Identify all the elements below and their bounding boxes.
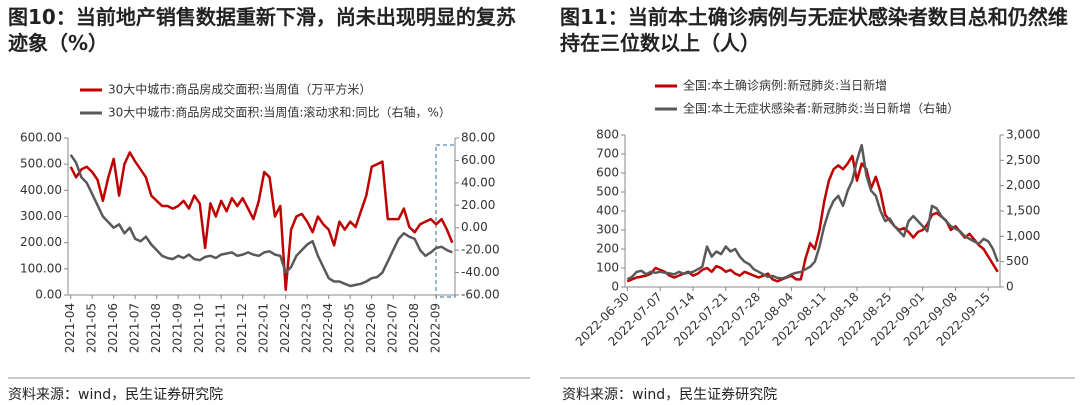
- y2-tick-label: 500: [1006, 254, 1029, 268]
- x-tick-label: 2021-04: [63, 303, 77, 353]
- chart-title: 图10：当前地产销售数据重新下滑，尚未出现明显的复苏迹象（%）: [8, 5, 516, 55]
- y-tick-label: 0: [611, 280, 619, 294]
- y-tick-label: 500: [596, 185, 619, 199]
- y-tick-label: 200.00: [20, 235, 62, 249]
- y2-tick-label: 1,000: [1006, 229, 1040, 243]
- legend-label: 全国:本土确诊病例:新冠肺炎:当日新增: [683, 78, 887, 93]
- x-tick-label: 2022-08: [407, 303, 421, 353]
- x-tick-label: 2022-06: [364, 303, 378, 353]
- x-tick-label: 2022-01: [257, 303, 271, 353]
- y-tick-label: 700: [596, 147, 619, 161]
- x-tick-label: 2021-10: [192, 303, 206, 353]
- x-tick-label: 2021-05: [85, 303, 99, 353]
- legend-label: 30大中城市:商品房成交面积:当周值:滚动求和:同比（右轴，%）: [108, 105, 451, 120]
- y-tick-label: 100: [596, 261, 619, 275]
- y2-tick-label: -40.00: [461, 265, 500, 279]
- x-tick-label: 2021-06: [106, 303, 120, 353]
- legend-label: 全国:本土无症状感染者:新冠肺炎:当日新增（右轴）: [683, 101, 959, 116]
- y-tick-label: 800: [596, 128, 619, 142]
- x-tick-label: 2021-09: [171, 303, 185, 353]
- y2-tick-label: 80.00: [461, 131, 495, 145]
- y-tick-label: 400.00: [20, 183, 62, 197]
- x-tick-label: 2021-12: [235, 303, 249, 353]
- y2-tick-label: 20.00: [461, 198, 495, 212]
- y2-tick-label: 1,500: [1006, 204, 1040, 218]
- y-tick-label: 200: [596, 242, 619, 256]
- x-tick-label: 2022-03: [300, 303, 314, 353]
- x-tick-label: 2022-07: [386, 303, 400, 353]
- y-tick-label: 400: [596, 204, 619, 218]
- x-tick-label: 2022-02: [278, 303, 292, 353]
- y-tick-label: 600: [596, 166, 619, 180]
- source: 资料来源：wind，民生证券研究院: [562, 387, 778, 403]
- y2-tick-label: 60.00: [461, 153, 495, 167]
- source: 资料来源：wind，民生证券研究院: [8, 387, 224, 403]
- y2-tick-label: 2,500: [1006, 153, 1040, 167]
- y-tick-label: 100.00: [20, 261, 62, 275]
- y-tick-label: 300: [596, 223, 619, 237]
- x-tick-label: 2021-08: [149, 303, 163, 353]
- series-line: [69, 154, 453, 288]
- y2-tick-label: 0.00: [461, 220, 488, 234]
- x-tick-label: 2021-07: [128, 303, 142, 353]
- y2-tick-label: 2,000: [1006, 178, 1040, 192]
- series-line: [626, 143, 999, 281]
- y-tick-label: 600.00: [20, 131, 62, 145]
- x-tick-label: 2022-04: [321, 303, 335, 353]
- legend-label: 30大中城市:商品房成交面积:当周值（万平方米）: [108, 82, 371, 97]
- y-tick-label: 500.00: [20, 157, 62, 171]
- y2-tick-label: -60.00: [461, 288, 500, 302]
- series-line: [69, 151, 454, 292]
- y2-tick-label: 40.00: [461, 175, 495, 189]
- y-tick-label: 0.00: [35, 288, 62, 302]
- x-tick-label: 2021-11: [214, 303, 228, 353]
- y2-tick-label: 3,000: [1006, 128, 1040, 142]
- y2-tick-label: -20.00: [461, 243, 500, 257]
- y2-tick-label: 0: [1006, 280, 1014, 294]
- x-tick-label: 2022-05: [343, 303, 357, 353]
- y-tick-label: 300.00: [20, 209, 62, 223]
- chart-title: 图11：当前本土确诊病例与无症状感染者数目总和仍然维持在三位数以上（人）: [560, 5, 1068, 55]
- x-tick-label: 2022-09: [429, 303, 443, 353]
